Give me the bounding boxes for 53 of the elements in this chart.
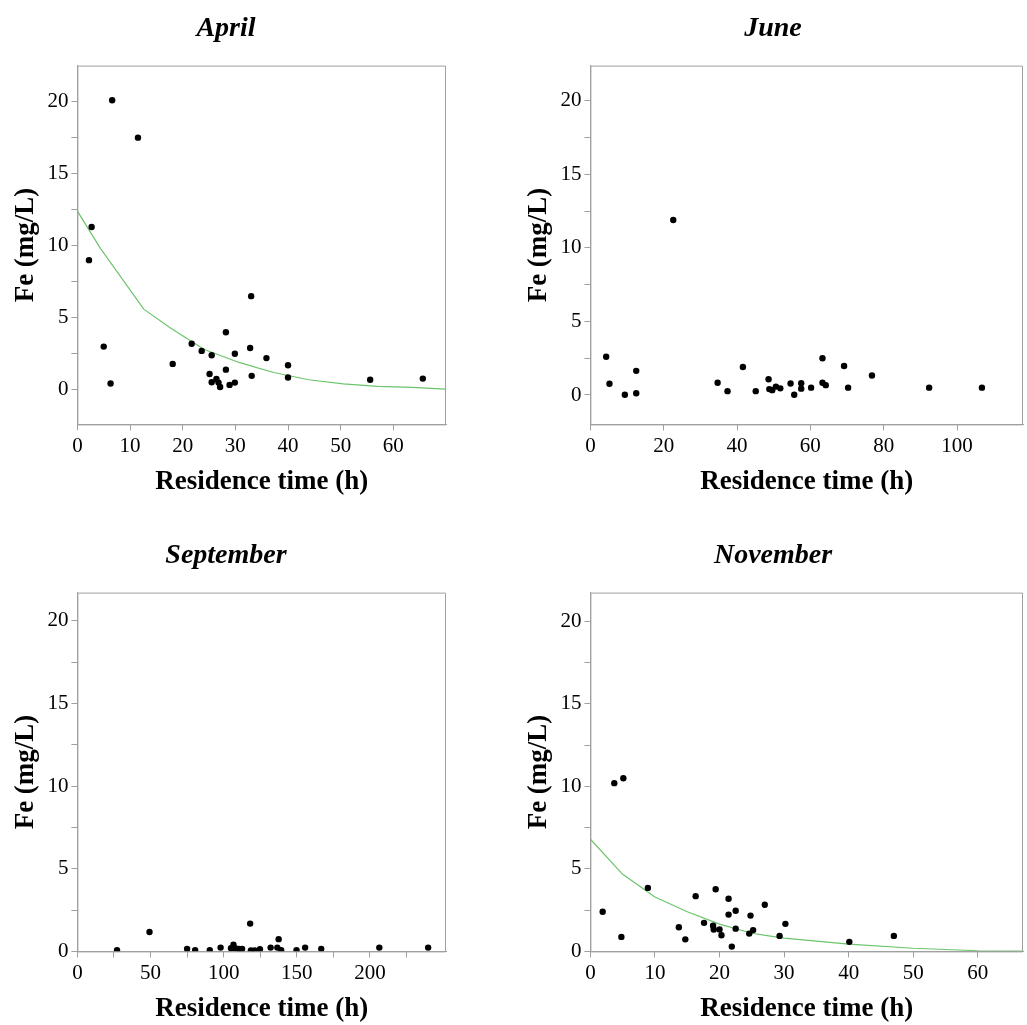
- x-tick-label: 20: [653, 432, 675, 457]
- x-tick-label: 60: [967, 959, 989, 984]
- x-tick-label: 100: [207, 959, 240, 984]
- x-axis-title: Residence time (h): [155, 464, 369, 495]
- chart-title: April: [194, 11, 256, 43]
- y-tick-label: 20: [560, 87, 582, 112]
- x-tick-label: 10: [119, 432, 141, 457]
- x-tick-label: 50: [902, 959, 924, 984]
- y-axis-title: Fe (mg/L): [522, 714, 553, 830]
- x-tick-label: 40: [726, 432, 748, 457]
- y-tick-label: 15: [560, 690, 582, 715]
- x-tick-label: 100: [941, 432, 973, 457]
- x-tick-label: 60: [382, 432, 404, 457]
- y-tick-label: 15: [560, 160, 582, 185]
- y-axis-title: Fe (mg/L): [9, 714, 40, 830]
- chart-title: September: [165, 538, 288, 570]
- x-tick-label: 40: [277, 432, 299, 457]
- y-tick-label: 5: [570, 307, 582, 332]
- y-axis-title: Fe (mg/L): [9, 187, 40, 303]
- y-axis-title: Fe (mg/L): [522, 187, 553, 303]
- x-axis-title: Residence time (h): [700, 464, 914, 495]
- y-tick-label: 0: [57, 937, 69, 962]
- x-tick-label: 150: [281, 959, 313, 984]
- y-tick-label: 20: [47, 607, 69, 632]
- y-tick-label: 10: [47, 232, 69, 257]
- y-tick-label: 20: [560, 607, 582, 632]
- x-tick-label: 80: [873, 432, 895, 457]
- y-tick-label: 10: [560, 772, 582, 797]
- x-axis-title: Residence time (h): [155, 991, 369, 1022]
- y-tick-label: 0: [570, 937, 582, 962]
- x-tick-label: 30: [773, 959, 795, 984]
- x-axis-title: Residence time (h): [700, 991, 914, 1022]
- y-tick-label: 0: [570, 381, 582, 406]
- x-tick-label: 20: [709, 959, 731, 984]
- chart-title: June: [743, 11, 802, 43]
- y-tick-label: 5: [57, 304, 69, 329]
- y-tick-label: 15: [47, 160, 69, 185]
- y-tick-label: 5: [57, 855, 69, 880]
- x-tick-label: 20: [172, 432, 194, 457]
- x-tick-label: 200: [354, 959, 386, 984]
- y-tick-label: 0: [57, 376, 69, 401]
- y-tick-label: 10: [47, 772, 69, 797]
- x-tick-label: 60: [799, 432, 821, 457]
- y-tick-label: 20: [47, 88, 69, 113]
- y-tick-label: 5: [570, 855, 582, 880]
- y-tick-label: 10: [560, 234, 582, 259]
- x-tick-label: 50: [330, 432, 352, 457]
- x-tick-label: 50: [140, 959, 162, 984]
- x-tick-label: 10: [644, 959, 666, 984]
- y-tick-label: 15: [47, 689, 69, 714]
- x-tick-label: 30: [224, 432, 246, 457]
- chart-title: November: [712, 538, 834, 570]
- x-tick-label: 40: [838, 959, 860, 984]
